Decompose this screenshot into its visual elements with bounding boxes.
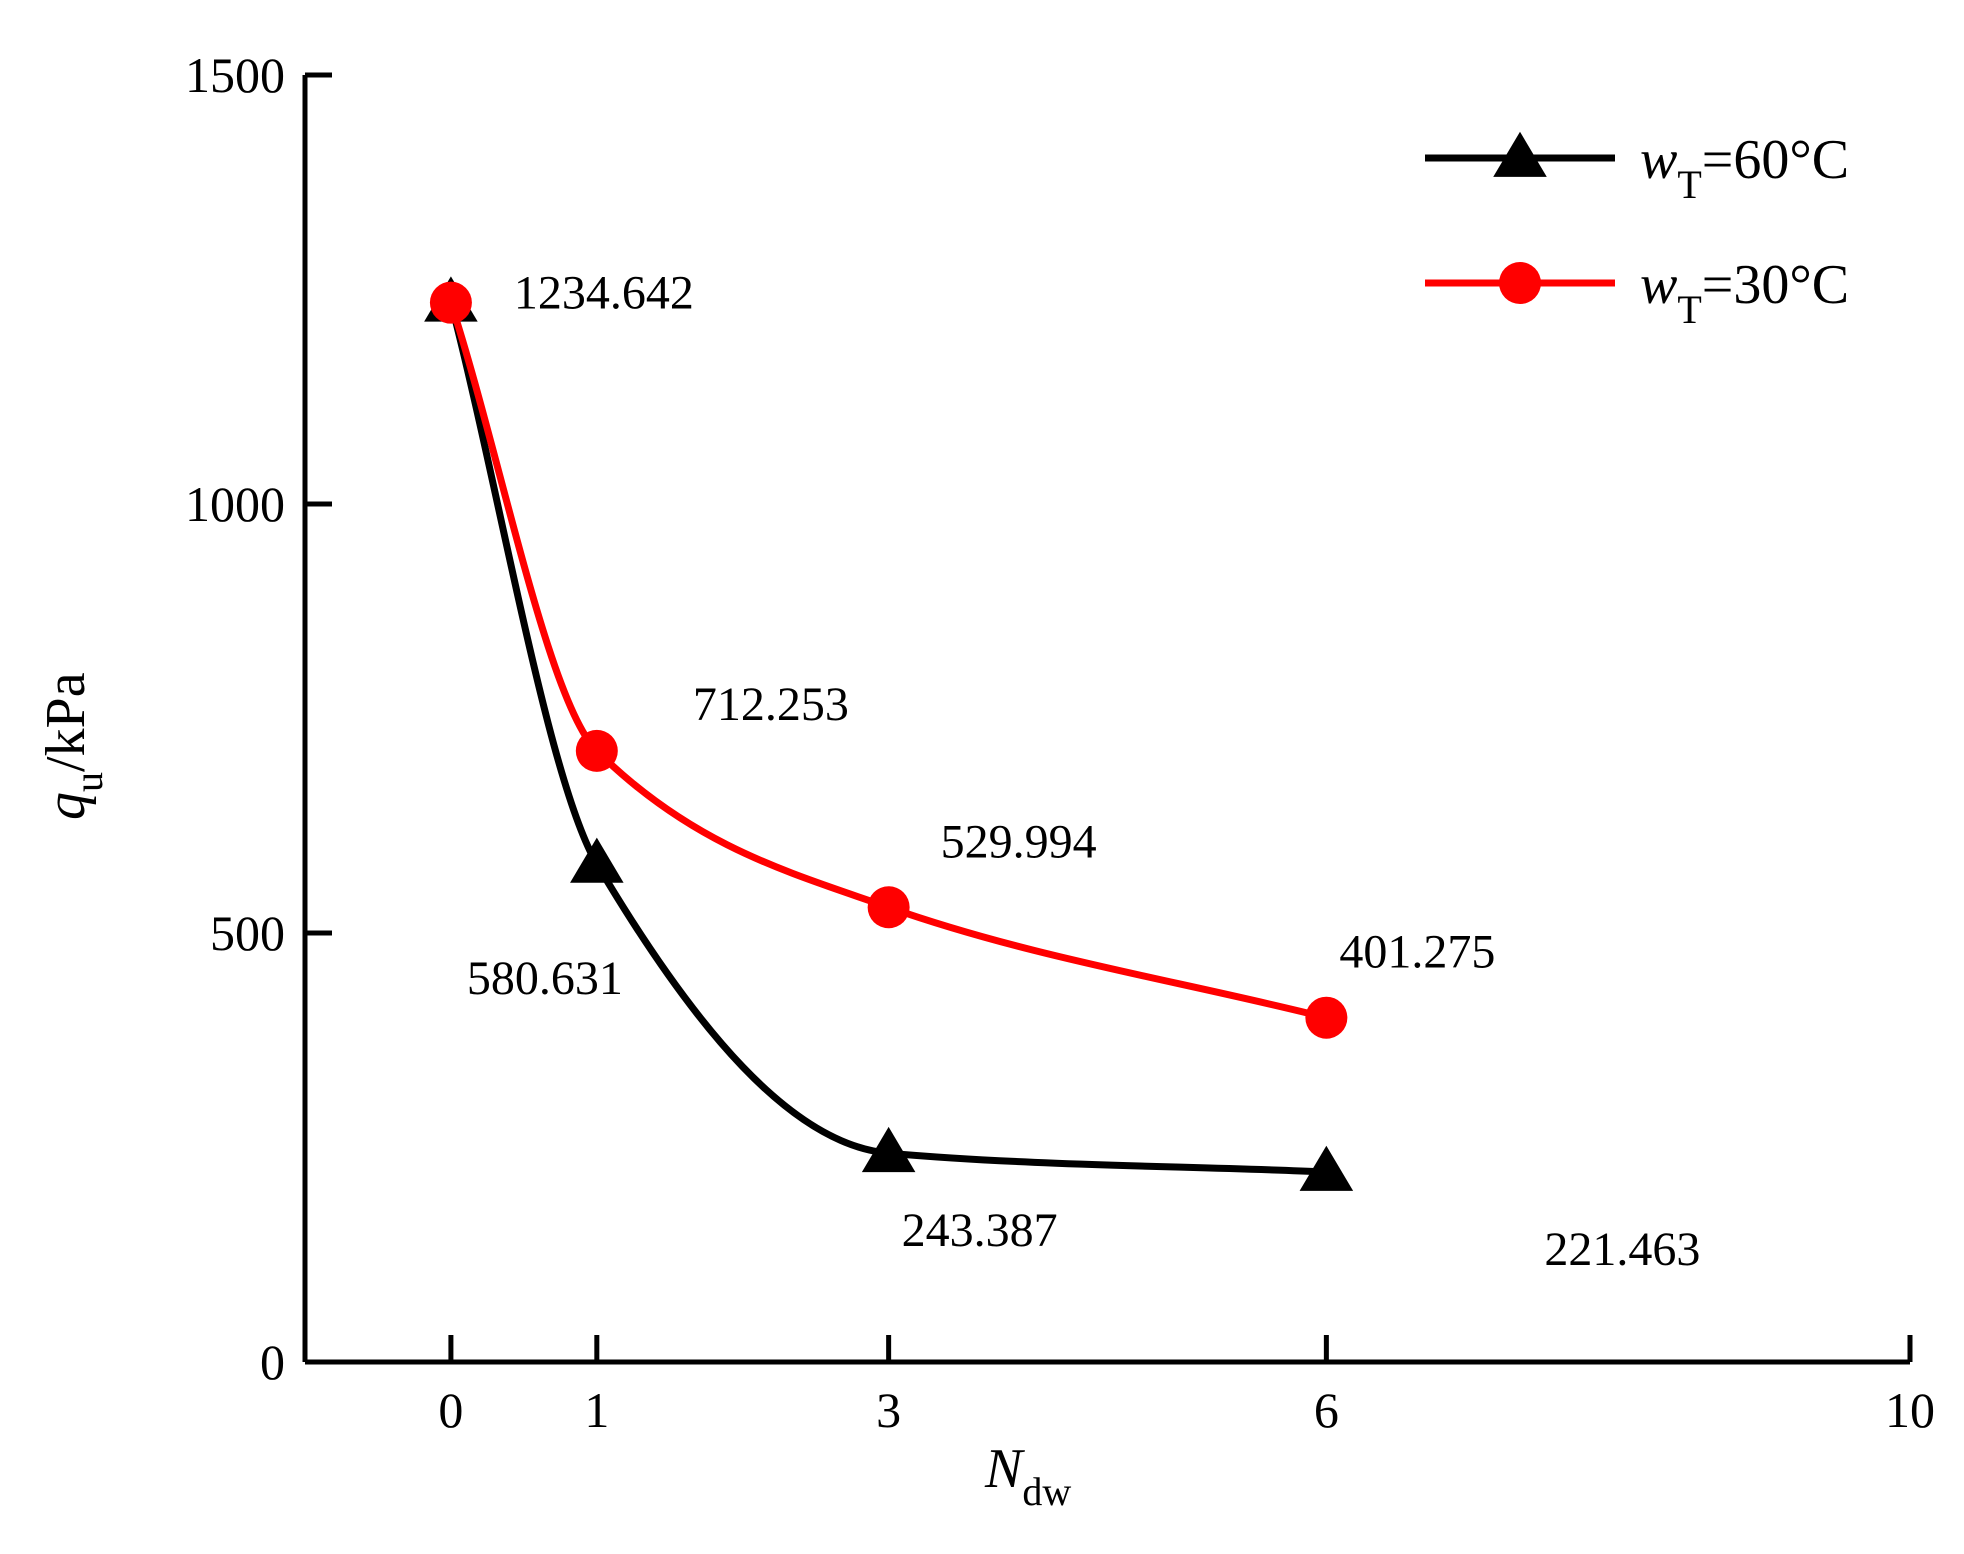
series-1	[424, 276, 1354, 1191]
axis-titles: Ndw qu/kPa	[35, 672, 1071, 1514]
data-point-marker	[575, 729, 618, 772]
legend-marker	[1499, 262, 1541, 304]
x-tick-label: 0	[438, 1382, 463, 1438]
data-label: 221.463	[1544, 1223, 1700, 1276]
series-group	[424, 276, 1354, 1191]
y-tick-label: 500	[210, 905, 285, 961]
data-point-marker	[1299, 1145, 1354, 1191]
data-point-marker	[570, 837, 624, 883]
y-axis-title: qu/kPa	[35, 672, 111, 820]
legend-label: wT=30°C	[1640, 254, 1849, 332]
series-line	[447, 299, 1330, 1176]
x-tick-label: 10	[1885, 1382, 1935, 1438]
x-axis-title: Ndw	[984, 1438, 1071, 1514]
data-point-marker	[867, 886, 910, 929]
data-point-marker	[861, 1126, 916, 1173]
legend-marker	[1493, 131, 1547, 177]
data-label: 529.994	[941, 815, 1097, 868]
x-tick-label: 6	[1314, 1382, 1339, 1438]
data-label: 1234.642	[514, 267, 694, 320]
legend-item-1: wT=60°C	[1425, 129, 1849, 207]
data-labels: 580.631 243.387 221.463 1234.642 712.253 529.…	[467, 267, 1701, 1276]
data-point-marker	[1305, 996, 1348, 1039]
data-label: 401.275	[1339, 926, 1495, 979]
series-2	[429, 281, 1348, 1039]
y-tick-label: 0	[260, 1334, 285, 1390]
data-label: 243.387	[902, 1204, 1058, 1257]
legend: wT=60°C wT=30°C	[1425, 129, 1849, 332]
y-tick-label: 1500	[185, 47, 285, 103]
legend-item-2: wT=30°C	[1425, 254, 1849, 332]
x-tick-label: 3	[876, 1382, 901, 1438]
legend-label: wT=60°C	[1640, 129, 1849, 207]
data-point-marker	[429, 281, 472, 324]
x-tick-label: 1	[584, 1382, 609, 1438]
y-tick-label: 1000	[185, 476, 285, 532]
axes: 0 500 1000 1500 0 1 3 6 10	[185, 47, 1935, 1438]
data-label: 580.631	[467, 952, 623, 1005]
data-label: 712.253	[693, 678, 849, 731]
series-line	[447, 299, 1330, 1022]
